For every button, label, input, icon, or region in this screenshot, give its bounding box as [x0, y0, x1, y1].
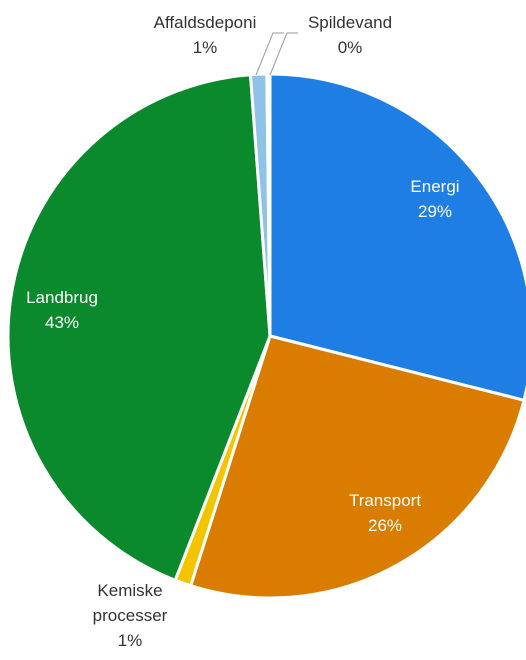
slice-name-spildevand: Spildevand [308, 13, 392, 32]
slice-name-landbrug-part: Landbrug [26, 288, 98, 307]
pie-labels: Energi 29% Transport 26% Kemiske processer 1% L… [26, 13, 459, 650]
slice-label-kemiske-processer: Kemiske processer 1% [93, 581, 168, 650]
slice-label-energi: Energi 29% [410, 177, 459, 221]
slice-name-kemiske-processer-part: Kemiske [97, 581, 162, 600]
slice-value-spildevand: 0% [338, 38, 363, 57]
slice-name-kemiske-processer-part: processer [93, 606, 168, 625]
pie-slice-landbrug [6, 73, 272, 582]
slice-label-spildevand: Spildevand 0% [308, 13, 392, 57]
slice-value-transport: 26% [368, 516, 402, 535]
pie-slices [6, 72, 526, 600]
leader-line-spildevand [269, 32, 298, 76]
slice-value-kemiske-processer: 1% [118, 631, 143, 650]
slice-name-energi-part: Energi [410, 177, 459, 196]
slice-value-landbrug: 43% [45, 313, 79, 332]
pie-slice-energi [268, 72, 526, 402]
slice-label-landbrug: Landbrug 43% [26, 288, 98, 332]
slice-name-affaldsdeponi: Affaldsdeponi [154, 13, 257, 32]
slice-value-energi: 29% [418, 202, 452, 221]
pie-slice-transport [189, 334, 526, 600]
slice-label-transport: Transport 26% [349, 491, 421, 535]
slice-label-affaldsdeponi: Affaldsdeponi 1% [154, 13, 257, 57]
slice-name-transport-part: Transport [349, 491, 421, 510]
slice-value-affaldsdeponi: 1% [193, 38, 218, 57]
leader-line-affaldsdeponi [255, 32, 284, 76]
